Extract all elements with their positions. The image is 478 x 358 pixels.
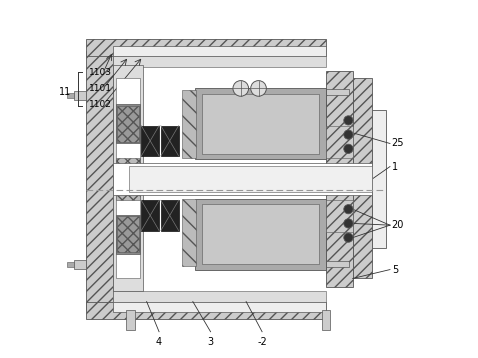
Bar [113,57,326,67]
Circle shape [344,130,353,139]
Bar [141,200,159,231]
Circle shape [344,233,353,242]
Bar [67,262,74,267]
Bar [326,149,349,156]
Bar [195,88,326,159]
Text: 5: 5 [392,265,398,275]
Bar [322,310,330,330]
Bar [353,78,372,279]
Bar [182,90,196,158]
Bar [326,261,349,267]
Text: -2: -2 [257,337,267,347]
Bar [202,204,319,264]
Bar [326,200,353,232]
Bar [161,126,179,156]
Circle shape [344,204,353,214]
Bar [141,126,159,156]
Text: 20: 20 [392,220,404,230]
Bar [117,105,140,144]
Text: 1101: 1101 [89,84,112,93]
Text: 11: 11 [59,87,71,97]
Bar [113,163,372,195]
Circle shape [344,116,353,125]
Text: 25: 25 [392,139,404,149]
Bar [113,46,326,57]
Bar [117,216,139,252]
Bar [117,78,140,279]
Bar [126,310,135,330]
Bar [113,65,143,291]
Text: 1102: 1102 [89,100,112,109]
Text: 1103: 1103 [89,68,112,77]
Bar [161,200,179,231]
Bar [117,158,140,193]
Bar [74,260,86,269]
Text: 3: 3 [207,337,214,347]
Bar [129,166,372,192]
Bar [86,301,326,319]
Circle shape [344,144,353,154]
Circle shape [233,81,249,96]
Bar [326,126,353,158]
Bar [113,301,326,312]
Text: 4: 4 [156,337,162,347]
Text: 1: 1 [392,161,398,171]
Bar [202,94,319,154]
Bar [326,71,353,287]
Bar [117,165,140,200]
Bar [182,199,196,266]
Bar [195,199,326,270]
Bar [326,89,349,95]
Bar [86,39,326,57]
Bar [67,93,74,98]
Circle shape [344,219,353,228]
Bar [117,106,139,142]
Bar [372,110,386,248]
Bar [86,51,113,310]
Bar [113,291,326,301]
Bar [117,214,140,253]
Bar [74,91,86,100]
Circle shape [251,81,266,96]
